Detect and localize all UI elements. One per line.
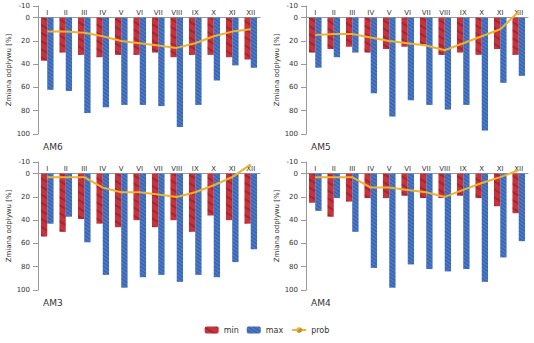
svg-text:Zmiana odpływu [%]: Zmiana odpływu [%] xyxy=(273,33,281,106)
svg-text:I: I xyxy=(314,9,316,17)
svg-text:III: III xyxy=(81,9,87,17)
svg-text:IV: IV xyxy=(367,9,374,17)
svg-text:XII: XII xyxy=(246,9,255,17)
svg-text:AM3: AM3 xyxy=(43,298,63,308)
svg-text:0: 0 xyxy=(26,170,30,178)
svg-text:Zmiana odpływu [%]: Zmiana odpływu [%] xyxy=(5,33,13,106)
svg-text:prob: prob xyxy=(311,326,329,335)
svg-text:60: 60 xyxy=(289,239,298,247)
svg-text:I: I xyxy=(46,165,48,173)
svg-text:V: V xyxy=(387,9,392,17)
svg-text:VIII: VIII xyxy=(171,165,182,173)
svg-text:VIII: VIII xyxy=(439,9,450,17)
svg-text:III: III xyxy=(81,165,87,173)
svg-text:-10: -10 xyxy=(287,158,298,166)
svg-text:VII: VII xyxy=(422,9,431,17)
svg-text:IV: IV xyxy=(99,165,106,173)
svg-text:II: II xyxy=(64,165,68,173)
svg-text:100: 100 xyxy=(17,286,30,294)
svg-text:100: 100 xyxy=(285,286,298,294)
svg-text:40: 40 xyxy=(21,60,30,68)
svg-text:60: 60 xyxy=(21,83,30,91)
svg-text:20: 20 xyxy=(289,37,298,45)
svg-text:AM6: AM6 xyxy=(43,142,63,152)
svg-text:V: V xyxy=(387,165,392,173)
svg-text:IV: IV xyxy=(367,165,374,173)
svg-text:XI: XI xyxy=(497,9,504,17)
svg-text:X: X xyxy=(479,165,484,173)
svg-text:IX: IX xyxy=(192,165,199,173)
svg-text:80: 80 xyxy=(21,263,30,271)
svg-text:V: V xyxy=(119,165,124,173)
svg-text:60: 60 xyxy=(21,239,30,247)
svg-text:VII: VII xyxy=(422,165,431,173)
svg-text:AM5: AM5 xyxy=(311,142,331,152)
svg-text:60: 60 xyxy=(289,83,298,91)
svg-text:Zmiana odpływu [%]: Zmiana odpływu [%] xyxy=(273,189,281,262)
svg-text:100: 100 xyxy=(17,130,30,138)
svg-text:0: 0 xyxy=(26,14,30,22)
svg-text:max: max xyxy=(266,326,284,335)
svg-text:VIII: VIII xyxy=(439,165,450,173)
svg-text:Zmiana odpływu [%]: Zmiana odpływu [%] xyxy=(5,189,13,262)
svg-text:40: 40 xyxy=(289,60,298,68)
svg-text:XII: XII xyxy=(514,164,524,173)
svg-text:XII: XII xyxy=(246,164,256,173)
svg-text:20: 20 xyxy=(21,193,30,201)
svg-text:VI: VI xyxy=(404,165,411,173)
svg-text:AM4: AM4 xyxy=(311,298,331,308)
svg-text:100: 100 xyxy=(285,130,298,138)
svg-text:min: min xyxy=(224,326,239,335)
svg-text:X: X xyxy=(211,9,216,17)
svg-text:40: 40 xyxy=(289,216,298,224)
svg-text:VI: VI xyxy=(136,9,143,17)
svg-text:X: X xyxy=(211,165,216,173)
svg-text:80: 80 xyxy=(289,107,298,115)
svg-text:0: 0 xyxy=(294,170,298,178)
svg-text:III: III xyxy=(349,9,355,17)
svg-text:VII: VII xyxy=(154,165,163,173)
svg-text:0: 0 xyxy=(294,14,298,22)
svg-text:VIII: VIII xyxy=(171,9,182,17)
svg-text:40: 40 xyxy=(21,216,30,224)
svg-text:-10: -10 xyxy=(19,158,30,166)
svg-text:II: II xyxy=(332,165,336,173)
svg-text:80: 80 xyxy=(21,107,30,115)
svg-text:XII: XII xyxy=(514,8,524,17)
svg-text:-10: -10 xyxy=(19,2,30,10)
svg-text:IX: IX xyxy=(460,9,467,17)
svg-text:I: I xyxy=(46,9,48,17)
svg-text:V: V xyxy=(119,9,124,17)
svg-text:IX: IX xyxy=(460,165,467,173)
svg-text:X: X xyxy=(479,9,484,17)
svg-text:I: I xyxy=(314,165,316,173)
svg-text:XI: XI xyxy=(229,165,236,173)
svg-text:VI: VI xyxy=(404,9,411,17)
svg-text:IX: IX xyxy=(192,9,199,17)
svg-text:IV: IV xyxy=(99,9,106,17)
svg-text:II: II xyxy=(64,9,68,17)
svg-text:VII: VII xyxy=(154,9,163,17)
svg-text:20: 20 xyxy=(289,193,298,201)
svg-text:-10: -10 xyxy=(287,2,298,10)
svg-text:20: 20 xyxy=(21,37,30,45)
svg-text:VI: VI xyxy=(136,165,143,173)
svg-text:II: II xyxy=(332,9,336,17)
svg-text:80: 80 xyxy=(289,263,298,271)
svg-text:III: III xyxy=(349,165,355,173)
svg-text:XI: XI xyxy=(229,9,236,17)
svg-text:XI: XI xyxy=(497,165,504,173)
